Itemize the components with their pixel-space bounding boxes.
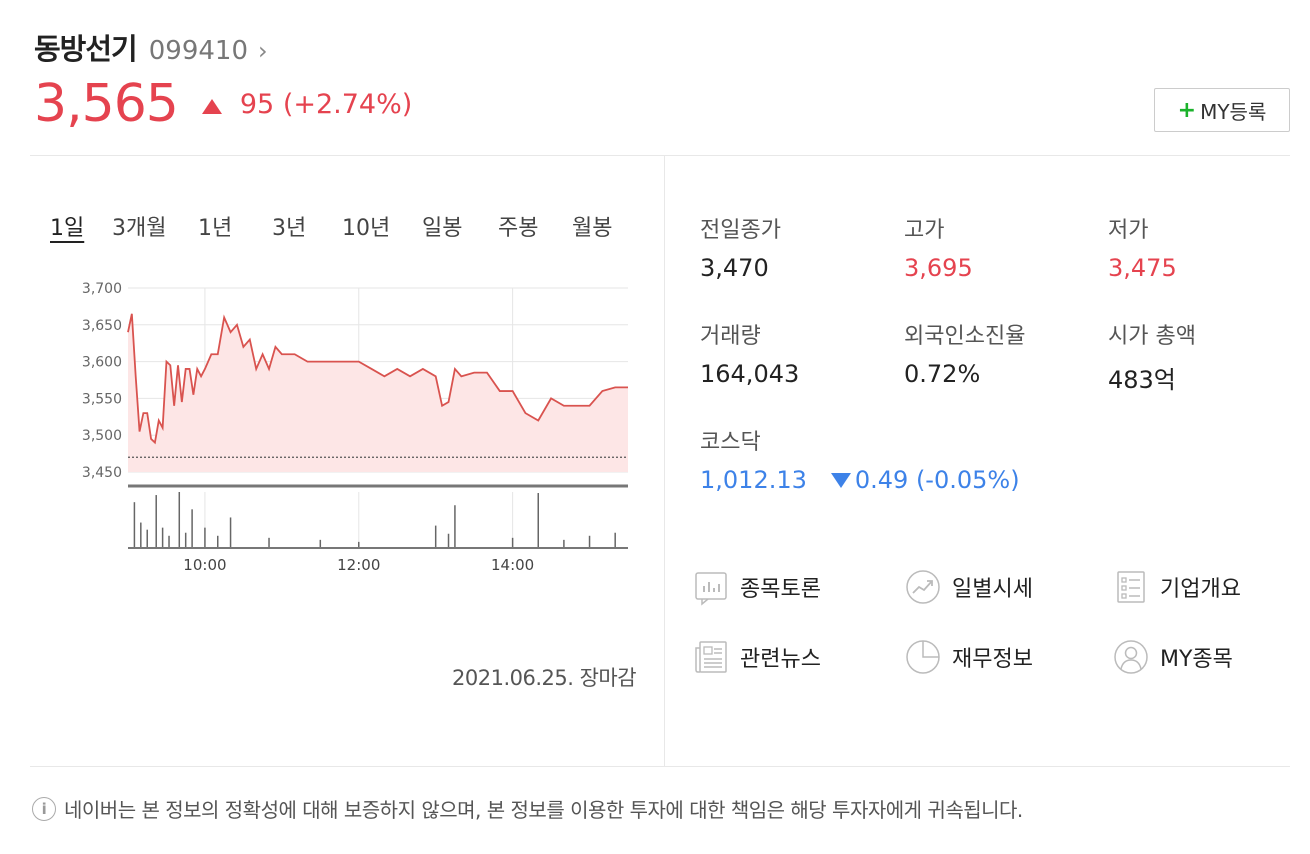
info-label: 거래량 bbox=[700, 324, 761, 349]
info-label: 전일종가 bbox=[700, 218, 781, 243]
tab-3month[interactable]: 3개월 bbox=[112, 216, 167, 241]
my-register-label: MY등록 bbox=[1200, 99, 1267, 124]
link-label: 일별시세 bbox=[952, 577, 1033, 602]
price-line bbox=[127, 313, 628, 445]
pie-chart-icon bbox=[906, 640, 940, 674]
user-icon bbox=[1114, 640, 1148, 674]
link-label: 기업개요 bbox=[1160, 577, 1241, 602]
chart-footer-date: 2021.06.25. 장마감 bbox=[452, 666, 637, 690]
divider bbox=[30, 155, 1290, 156]
y-tick-label: 3,450 bbox=[82, 465, 122, 481]
link-my-stocks[interactable]: MY종목 bbox=[1112, 638, 1233, 676]
y-tick-label: 3,550 bbox=[82, 391, 122, 407]
info-label: 저가 bbox=[1108, 218, 1149, 243]
info-foreign-ratio: 외국인소진율 0.72% bbox=[904, 318, 1025, 388]
price-row: 3,565 95 (+2.74%) bbox=[34, 74, 412, 134]
info-value: 483억 bbox=[1108, 366, 1176, 394]
link-financials[interactable]: 재무정보 bbox=[904, 638, 1033, 676]
y-tick-label: 3,700 bbox=[82, 281, 122, 297]
disclaimer-notice: i 네이버는 본 정보의 정확성에 대해 보증하지 않으며, 본 정보를 이용한… bbox=[32, 794, 1023, 823]
info-icon: i bbox=[32, 796, 56, 821]
price-change: 95 (+2.74%) bbox=[239, 88, 413, 120]
intraday-price-chart: 3,700 3,650 3,600 3,550 3,500 3,450 10:00 12:00… bbox=[82, 281, 628, 574]
link-label: 재무정보 bbox=[952, 647, 1033, 672]
info-label: 고가 bbox=[904, 218, 945, 243]
stock-header: 동방선기 099410 › 3,565 95 (+2.74%) + MY등록 bbox=[34, 26, 1290, 134]
divider bbox=[664, 156, 665, 766]
link-daily-price[interactable]: 일별시세 bbox=[904, 568, 1033, 606]
info-prev-close: 전일종가 3,470 bbox=[700, 212, 781, 282]
tab-weekly[interactable]: 주봉 bbox=[498, 216, 539, 241]
x-tick-label: 10:00 bbox=[183, 556, 226, 574]
discussion-board-icon bbox=[695, 572, 727, 606]
link-label: 관련뉴스 bbox=[740, 647, 821, 672]
kosdaq-change: 0.49 (-0.05%) bbox=[854, 466, 1020, 494]
info-value: 0.72% bbox=[904, 360, 981, 388]
down-triangle-icon bbox=[830, 472, 851, 488]
info-low: 저가 3,475 bbox=[1108, 212, 1177, 282]
link-label: 종목토론 bbox=[740, 577, 821, 602]
info-value: 3,695 bbox=[904, 254, 973, 282]
price-area bbox=[128, 313, 628, 472]
trend-chart-icon bbox=[906, 570, 940, 604]
tab-10year[interactable]: 10년 bbox=[342, 216, 391, 241]
link-label: MY종목 bbox=[1160, 647, 1233, 672]
info-market-cap: 시가 총액 483억 bbox=[1108, 318, 1196, 395]
tab-monthly[interactable]: 월봉 bbox=[572, 216, 613, 241]
chevron-right-icon[interactable]: › bbox=[258, 37, 268, 65]
my-register-button[interactable]: + MY등록 bbox=[1154, 88, 1290, 132]
tab-1year[interactable]: 1년 bbox=[198, 216, 233, 241]
link-company-overview[interactable]: 기업개요 bbox=[1112, 568, 1241, 606]
info-value: 3,475 bbox=[1108, 254, 1177, 282]
kosdaq-index-value: 1,012.13 bbox=[700, 466, 807, 494]
info-value: 164,043 bbox=[700, 360, 800, 388]
y-tick-label: 3,600 bbox=[82, 355, 122, 371]
stock-title-row[interactable]: 동방선기 099410 › bbox=[34, 26, 1290, 68]
info-label: 코스닥 bbox=[700, 430, 761, 455]
newspaper-icon bbox=[695, 641, 727, 673]
y-tick-label: 3,650 bbox=[82, 318, 122, 334]
document-list-icon bbox=[1117, 571, 1145, 603]
current-price: 3,565 bbox=[34, 74, 179, 134]
tab-daily[interactable]: 일봉 bbox=[422, 216, 463, 241]
info-label: 시가 총액 bbox=[1108, 324, 1196, 349]
tab-1day[interactable]: 1일 bbox=[50, 216, 85, 241]
plus-icon: + bbox=[1177, 97, 1197, 123]
x-tick-label: 14:00 bbox=[491, 556, 534, 574]
disclaimer-text: 네이버는 본 정보의 정확성에 대해 보증하지 않으며, 본 정보를 이용한 투… bbox=[64, 798, 1023, 822]
link-discussion[interactable]: 종목토론 bbox=[692, 568, 821, 606]
stock-code[interactable]: 099410 bbox=[148, 36, 248, 66]
tab-3year[interactable]: 3년 bbox=[272, 216, 307, 241]
info-label: 외국인소진율 bbox=[904, 324, 1026, 349]
info-volume: 거래량 164,043 bbox=[700, 318, 799, 388]
info-high: 고가 3,695 bbox=[904, 212, 973, 282]
kosdaq-row: 1,012.13 0.49 (-0.05%) bbox=[700, 466, 1020, 494]
link-related-news[interactable]: 관련뉴스 bbox=[692, 638, 821, 676]
up-triangle-icon bbox=[201, 98, 222, 114]
x-tick-label: 12:00 bbox=[337, 556, 380, 574]
info-value: 3,470 bbox=[700, 254, 769, 282]
stock-name[interactable]: 동방선기 bbox=[34, 32, 138, 66]
divider bbox=[30, 766, 1290, 767]
y-tick-label: 3,500 bbox=[82, 428, 122, 444]
info-kosdaq: 코스닥 1,012.13 0.49 (-0.05%) bbox=[700, 424, 1020, 494]
